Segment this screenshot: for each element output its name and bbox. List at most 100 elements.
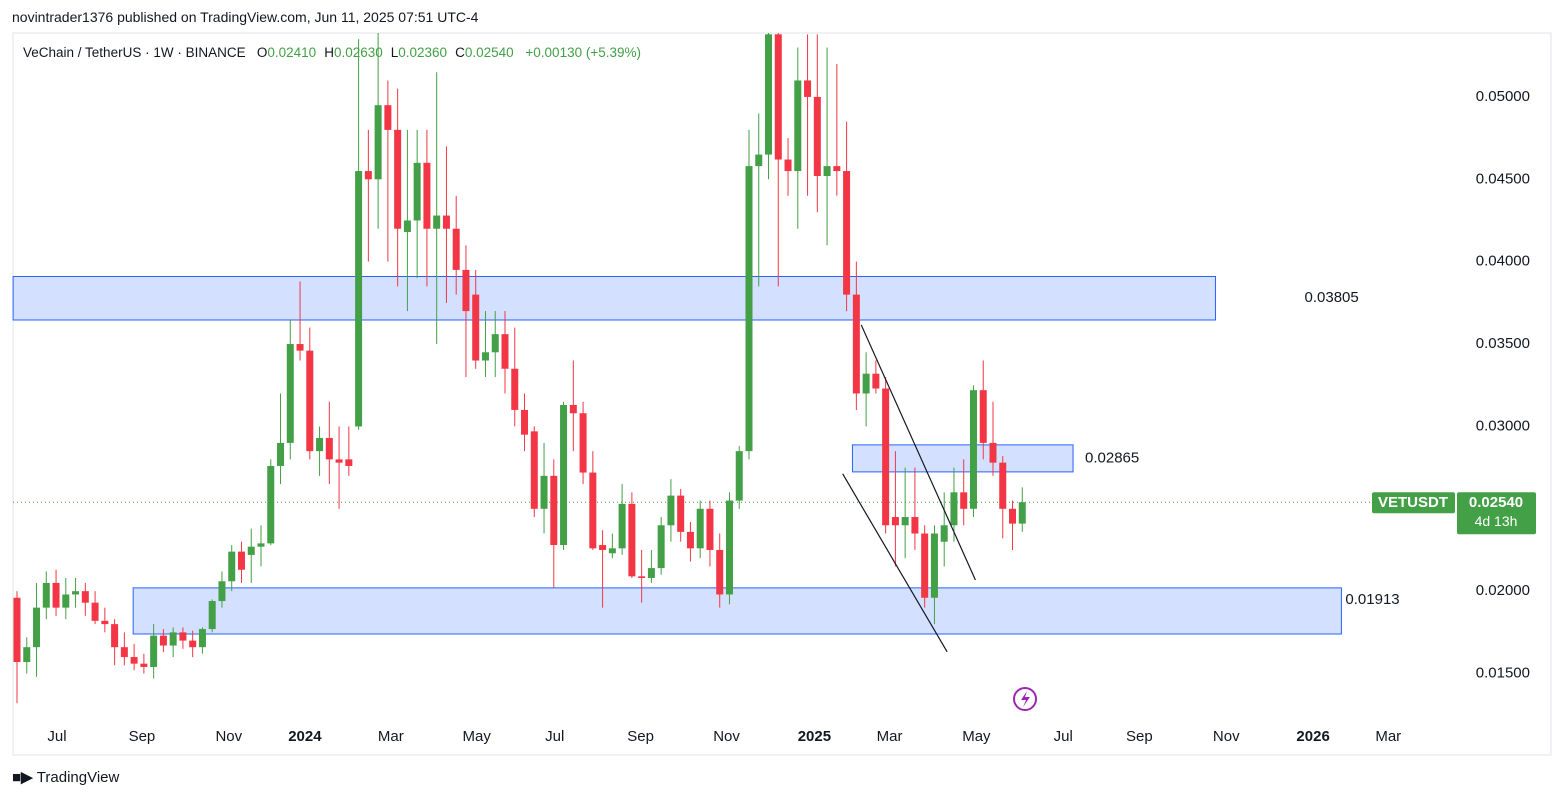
candle-body <box>560 405 568 546</box>
candle-body <box>442 215 450 229</box>
field-value: 0.02630 <box>333 45 383 60</box>
candle-body <box>862 373 870 394</box>
candle-body <box>462 269 470 312</box>
candle-body <box>364 171 372 180</box>
candle-body <box>686 531 694 549</box>
candle-body <box>784 159 792 172</box>
x-tick-label: Mar <box>877 728 903 745</box>
zone <box>12 275 1217 321</box>
candle-body <box>833 166 841 172</box>
event-icon-bolt <box>1021 691 1030 707</box>
candle-body <box>433 215 441 229</box>
candle-body <box>140 663 148 667</box>
candle-body <box>101 620 109 625</box>
candle-body <box>481 352 489 361</box>
candle-body <box>91 602 99 621</box>
zone <box>851 444 1074 473</box>
candle-body <box>452 228 460 270</box>
candle-body <box>667 495 675 526</box>
candle-body <box>228 551 236 582</box>
price-tag-symbol: VETUSDT <box>1378 494 1448 511</box>
candle-body <box>247 546 255 555</box>
zone <box>132 587 1342 635</box>
candle-body <box>169 632 177 646</box>
candle-body <box>716 549 724 595</box>
candle-body <box>794 80 802 172</box>
candle-body <box>296 344 304 351</box>
y-tick-label: 0.04500 <box>1476 170 1530 187</box>
candle-body <box>150 635 158 667</box>
candle-body <box>208 601 216 630</box>
field-value: 0.02410 <box>267 45 317 60</box>
candle-body <box>696 508 704 549</box>
candle-body <box>745 166 753 452</box>
candle-body <box>237 551 245 570</box>
candle-body <box>843 171 851 295</box>
x-tick-label: May <box>962 728 991 745</box>
candle-body <box>384 105 392 130</box>
zone-label: 0.01913 <box>1345 591 1399 608</box>
candle-body <box>706 508 714 550</box>
candle-body <box>198 629 206 648</box>
candle-body <box>891 517 899 526</box>
price-tag-symbol-bg <box>1372 492 1455 514</box>
logo-mark: ■▶ <box>12 769 33 786</box>
candle-body <box>872 373 880 389</box>
x-tick-label: Mar <box>378 728 404 745</box>
x-tick-label: 2026 <box>1296 728 1329 745</box>
candle-body <box>413 162 421 221</box>
x-tick-label: Mar <box>1375 728 1401 745</box>
candle-body <box>725 500 733 595</box>
candle-body <box>813 96 821 177</box>
candle-body <box>120 647 128 658</box>
candle-body <box>277 442 285 466</box>
event-icon[interactable] <box>1013 687 1037 711</box>
x-tick-label: 2025 <box>798 728 831 745</box>
x-tick-label: Nov <box>215 728 242 745</box>
candle-body <box>550 475 558 546</box>
field-value: 0.02540 <box>464 45 514 60</box>
candle-body <box>81 591 89 603</box>
candle-body <box>1018 502 1026 524</box>
candle-body <box>501 334 509 369</box>
candle-body <box>901 517 909 526</box>
x-tick-label: 2024 <box>288 728 322 745</box>
candle-body <box>774 34 782 160</box>
x-tick-label: May <box>463 728 492 745</box>
candle-body <box>765 34 773 155</box>
candle-body <box>979 390 987 443</box>
candle-body <box>111 624 119 648</box>
candle-body <box>530 431 538 509</box>
x-tick-label: Jul <box>47 728 66 745</box>
candle-body <box>316 437 324 452</box>
candle-body <box>306 350 314 452</box>
candle-body <box>1009 508 1017 524</box>
y-tick-label: 0.03000 <box>1476 417 1530 434</box>
zone-label: 0.02865 <box>1085 449 1139 466</box>
candle-body <box>969 390 977 509</box>
candle-body <box>735 451 743 501</box>
chart-frame <box>12 32 1552 756</box>
candle-body <box>403 220 411 233</box>
candle-body <box>345 459 353 466</box>
candle-body <box>921 533 929 598</box>
candle-body <box>628 503 636 577</box>
candle-body <box>394 129 402 229</box>
candle-body <box>930 533 938 598</box>
y-tick-label: 0.03500 <box>1476 335 1530 352</box>
x-tick-label: Sep <box>627 728 654 745</box>
candle-body <box>999 462 1007 509</box>
candle-body <box>179 632 187 641</box>
footer-text: TradingView <box>36 769 120 786</box>
symbol-name: VeChain / TetherUS · 1W · BINANCE <box>23 45 246 60</box>
trend-line <box>842 473 948 653</box>
candle-body <box>62 594 70 608</box>
candle-body <box>638 576 646 578</box>
price-tag-price: 0.02540 <box>1469 494 1523 511</box>
x-tick-label: Sep <box>129 728 156 745</box>
candle-body <box>823 166 831 177</box>
candle-body <box>491 334 499 353</box>
candle-body <box>804 80 812 97</box>
symbol-legend: VeChain / TetherUS · 1W · BINANCE O0.024… <box>23 45 641 60</box>
